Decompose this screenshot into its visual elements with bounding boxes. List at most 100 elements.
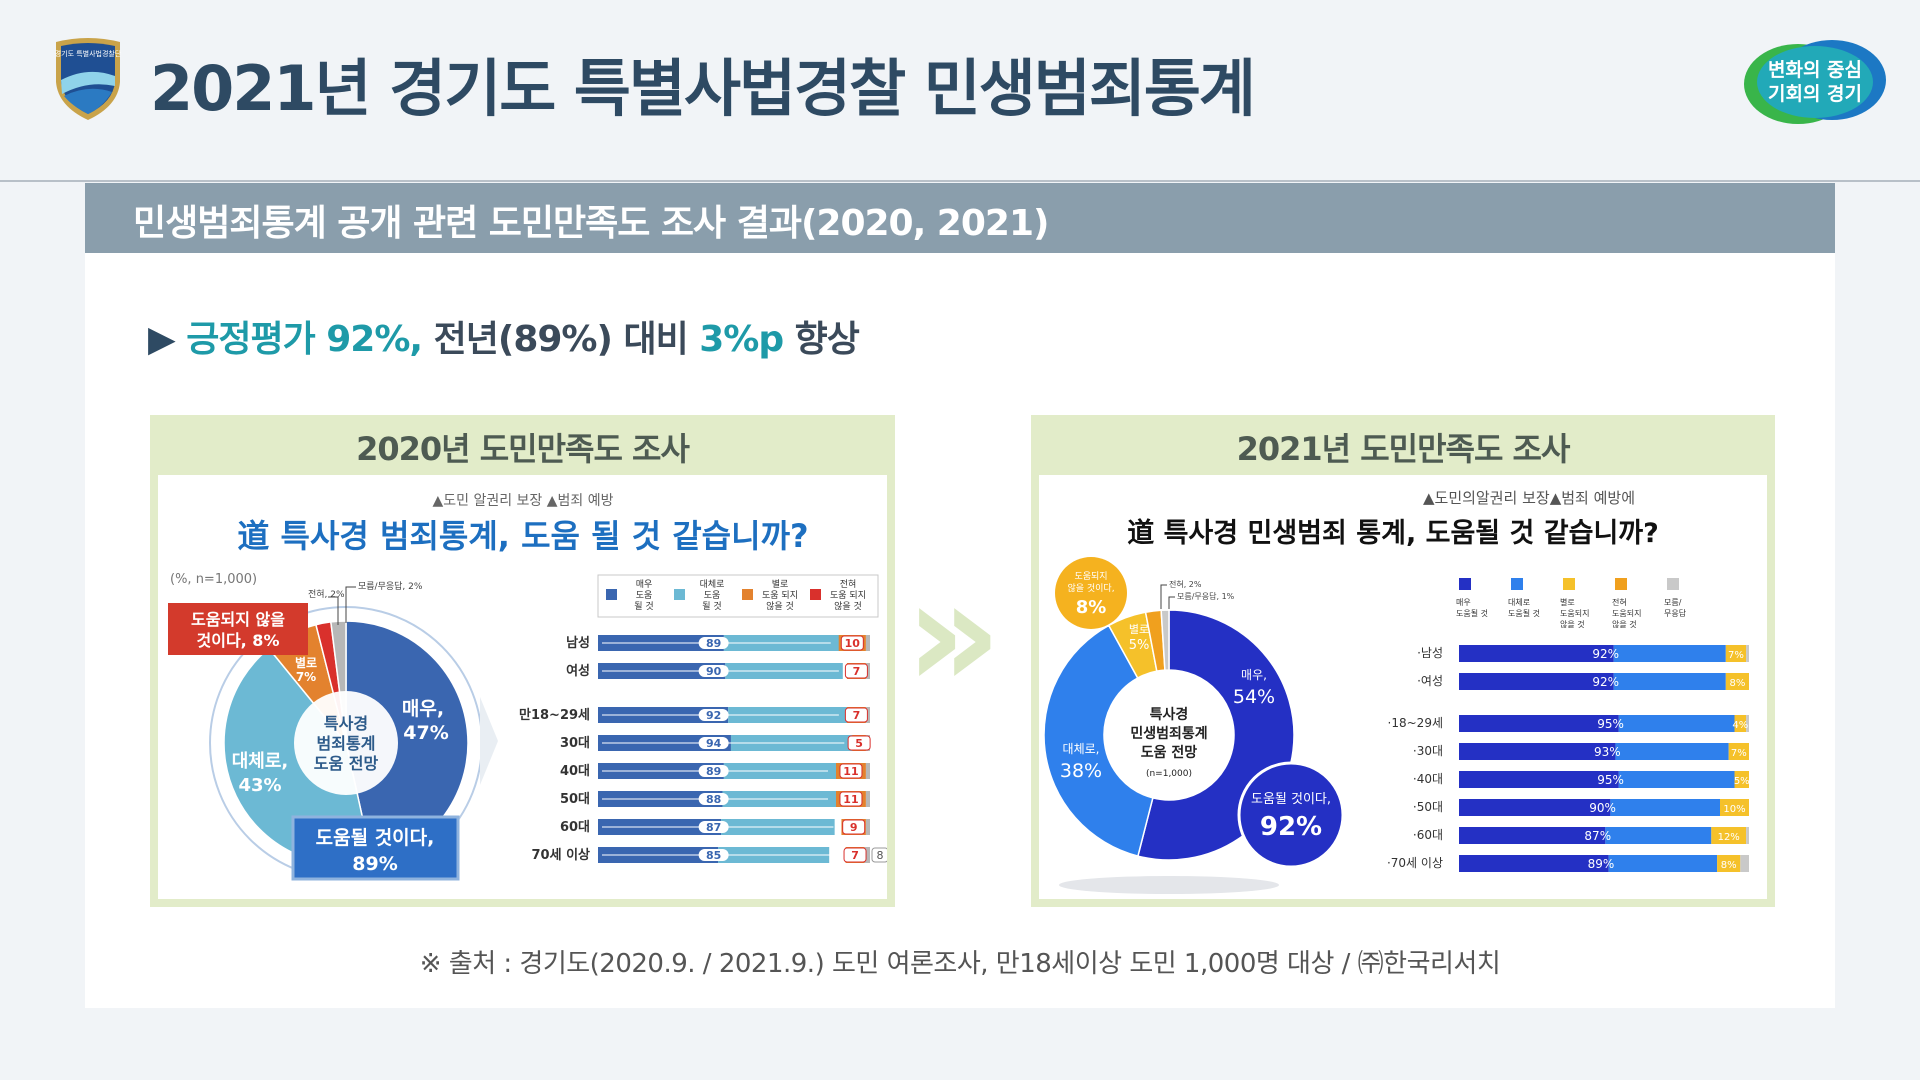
bar-2021-neg-value-2: 4%: [1732, 720, 1748, 731]
row-label-2020-3: 30대: [560, 736, 590, 751]
pointer-arrow-2020: [480, 697, 498, 785]
source-note: ※ 출처 : 경기도(2020.9. / 2021.9.) 도민 여론조사, 만…: [419, 949, 1501, 979]
title-2021-part-2: 같습니까?: [1534, 518, 1658, 549]
bar-2021-neg-4: [1734, 771, 1749, 788]
legend-text-2021-4a: 모름/: [1664, 598, 1682, 607]
survey-card-2021: 2021년 도민만족도 조사 ▲도민의알권리 보장▲범죄 예방에 道 특사경 민생…: [1031, 415, 1775, 907]
bar-2021-very-0: [1459, 645, 1614, 662]
row-label-2020-7: 70세 이상: [532, 847, 591, 863]
bar-2020-neg-value-4: 11: [843, 765, 858, 778]
row-label-2021-1: ·여성: [1417, 674, 1443, 688]
bar-2020-dk-6: [865, 819, 870, 835]
slice-label-2021-1b: 38%: [1060, 760, 1102, 782]
legend-text-2021-0a: 매우: [1456, 598, 1471, 607]
bar-2021-dk-2: [1746, 715, 1749, 732]
legend-text-2020-3c: 않을 것: [834, 601, 862, 612]
bar-2021-pos-value-5: 90%: [1589, 801, 1616, 815]
pie-shadow-2021: [1059, 876, 1279, 894]
headline-positive: 긍정평가 92%,: [186, 319, 423, 360]
legend-box-2020: [597, 574, 879, 618]
bar-2020-pos-value-2: 92: [706, 709, 721, 722]
center-label-2021-2: 도움 전망: [1141, 744, 1198, 761]
legend-text-2020-1a: 대체로: [700, 579, 725, 590]
headline-diff: 3%p: [699, 319, 784, 360]
header-divider: [0, 180, 1920, 182]
center-label-2021-0: 특사경: [1150, 706, 1189, 723]
row-label-2020-4: 40대: [560, 764, 590, 779]
bar-2021-pos-value-3: 93%: [1594, 745, 1621, 759]
slice-label-2021-1a: 대체로,: [1063, 742, 1100, 756]
legend-text-2020-0a: 매우: [636, 579, 653, 590]
bar-2021-mostly-7: [1608, 855, 1718, 872]
bar-2021-neg-value-6: 12%: [1718, 832, 1740, 843]
headline-end: 향상: [783, 319, 860, 360]
bar-2020-pos-pill-1: [698, 665, 729, 677]
slice-label-2020-3: 전혀, 2%: [308, 589, 345, 600]
bar-2020-pos-value-1: 90: [706, 665, 722, 678]
bar-2021-dk-6: [1746, 827, 1749, 844]
row-label-2021-6: ·60대: [1413, 828, 1443, 842]
bar-2020-neg-value-3: 5: [855, 737, 863, 750]
legend-swatch-2020-3: [810, 589, 821, 600]
card-2021-header: 2021년 도민만족도 조사: [1039, 423, 1767, 475]
badge-line1: 변화의 중심: [1768, 59, 1862, 81]
slice-label-2021-0b: 54%: [1233, 686, 1275, 708]
legend-text-2020-2b: 도움 되지: [762, 590, 798, 601]
headline: ▶ 긍정평가 92%, 전년(89%) 대비 3%p 향상: [148, 310, 860, 362]
bar-2020-pos-pill-3: [698, 737, 729, 749]
center-label-2021-1: 민생범죄통계: [1130, 725, 1207, 742]
section-bar-title: 민생범죄통계 공개 관련 도민만족도 조사 결과(2020, 2021): [133, 203, 1049, 244]
bar-2020-neg-pill-0: [840, 635, 864, 651]
bar-2021-neg-value-3: 7%: [1731, 748, 1747, 759]
next-chevron-icon: »: [905, 548, 1002, 722]
bar-2020-pos-value-7: 85: [706, 849, 721, 862]
headline-arrow-icon: ▶: [148, 319, 176, 360]
legend-text-2020-0c: 될 것: [634, 601, 653, 612]
bar-2020-neg-pill-1: [844, 663, 868, 679]
leader-2020-4: [345, 586, 356, 623]
bar-2020-neg-value-7: 7: [851, 849, 859, 862]
callout-negative-2021-l1: 도움되지: [1074, 571, 1107, 582]
bar-2020-neg-pill-5: [839, 791, 863, 807]
legend-text-2020-2c: 않을 것: [766, 601, 794, 612]
bar-2020-pos-value-6: 87: [706, 821, 721, 834]
callout-positive-2020: [291, 815, 460, 881]
slice-label-2021-3: 전혀, 2%: [1169, 579, 1202, 589]
row-label-2021-2: ·18~29세: [1388, 716, 1443, 730]
bar-2020-pos-pill-4: [698, 765, 729, 777]
bar-2020-dk-7: [864, 847, 870, 863]
callout-negative-2020-l2: 것이다, 8%: [197, 631, 280, 650]
bar-2021-mostly-3: [1615, 743, 1729, 760]
bar-2021-mostly-0: [1613, 645, 1726, 662]
bar-2020-dk-2: [865, 707, 870, 723]
bar-2020-pos-pill-7: [698, 849, 729, 861]
pie-slice-2021-1: [1043, 624, 1154, 857]
subtitle-2020: ▲도민 알권리 보장 ▲범죄 예방: [432, 493, 613, 509]
bar-2021-dk-7: [1740, 855, 1749, 872]
callout-negative-2020: [168, 603, 308, 655]
legend-text-2020-0b: 도움: [636, 590, 653, 601]
bar-2021-neg-value-1: 8%: [1729, 678, 1745, 689]
bar-2021-neg-2: [1734, 715, 1747, 732]
bar-2021-pos-value-4: 95%: [1597, 773, 1624, 787]
bar-2021-dk-0: [1746, 645, 1749, 662]
legend-text-2021-2c: 않을 것: [1560, 619, 1585, 629]
title-2020: 道 특사경 범죄통계, 도움 될 것 같습니까?: [237, 517, 808, 555]
legend-text-2020-2a: 별로: [772, 579, 789, 590]
bar-2021-neg-value-7: 8%: [1721, 860, 1737, 871]
row-label-2020-6: 60대: [560, 820, 590, 835]
headline-prev: 전년(89%) 대비: [422, 319, 700, 360]
bar-2021-neg-value-4: 5%: [1734, 776, 1750, 787]
chart-2020: ▲도민 알권리 보장 ▲범죄 예방 道 특사경 범죄통계, 도움 될 것 같습니까…: [168, 493, 889, 881]
bar-2021-mostly-2: [1618, 715, 1735, 732]
bar-2021-neg-value-5: 10%: [1723, 804, 1745, 815]
callout-negative-2021: [1055, 557, 1127, 629]
leader-2021-3: [1160, 584, 1167, 609]
bar-2021-mostly-1: [1613, 673, 1726, 690]
slice-label-2020-0b: 47%: [403, 722, 448, 744]
logo-text: 경기도 특별사법경찰단: [55, 49, 122, 58]
bar-2021-very-3: [1459, 743, 1616, 760]
bar-2020-dk-5: [865, 791, 870, 807]
legend-text-2021-0b: 도움될 것: [1456, 608, 1488, 618]
bar-2020-pos-pill-2: [698, 709, 729, 721]
